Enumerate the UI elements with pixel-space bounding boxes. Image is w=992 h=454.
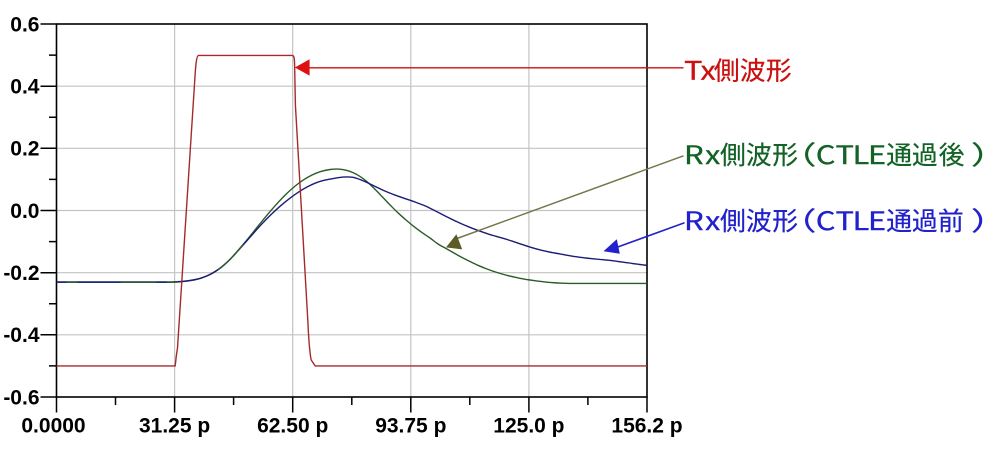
svg-text:93.75 p: 93.75 p [375, 415, 446, 438]
svg-text:31.25 p: 31.25 p [139, 415, 210, 438]
svg-text:125.0 p: 125.0 p [493, 415, 564, 438]
svg-text:0.0000: 0.0000 [21, 415, 85, 438]
svg-text:0.0: 0.0 [10, 200, 39, 223]
svg-text:62.50 p: 62.50 p [257, 415, 328, 438]
svg-text:0.2: 0.2 [10, 138, 39, 161]
svg-text:-0.4: -0.4 [3, 324, 40, 347]
svg-text:0.6: 0.6 [10, 13, 39, 36]
svg-text:-0.6: -0.6 [3, 386, 39, 409]
svg-text:0.4: 0.4 [10, 76, 40, 99]
svg-text:-0.2: -0.2 [3, 262, 39, 285]
svg-text:156.2 p: 156.2 p [611, 415, 682, 438]
